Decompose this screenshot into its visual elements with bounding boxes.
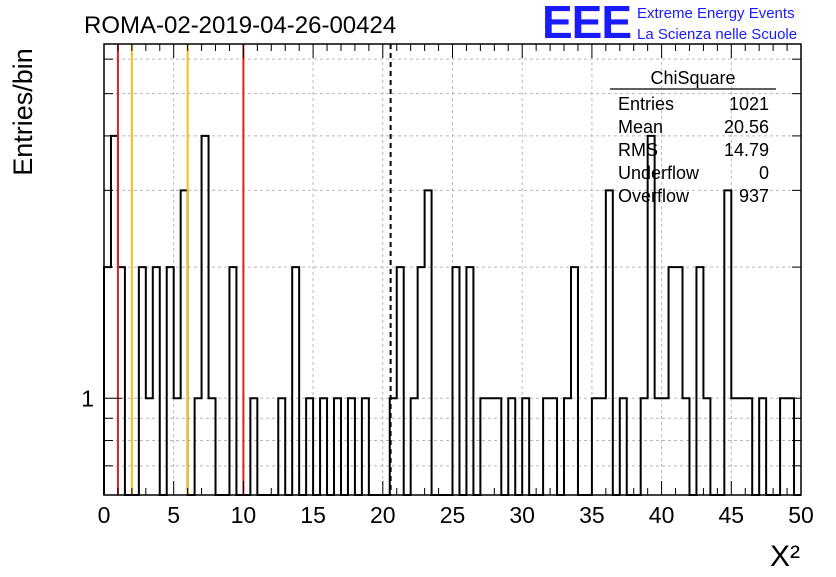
x-tick-labels: 0 5 10 15 20 25 30 35 40 45 50	[98, 502, 814, 528]
x-tick-label: 50	[788, 502, 814, 528]
histogram-bin	[397, 267, 404, 495]
histogram-bin	[543, 398, 550, 495]
reference-lines	[116, 44, 392, 495]
histogram-bin	[334, 398, 341, 495]
histogram-bin	[229, 267, 236, 495]
eee-logo-line2: La Scienza nelle Scuole	[637, 26, 797, 43]
histogram-bin	[571, 267, 578, 495]
histogram-bin	[724, 190, 731, 495]
histogram-bin	[780, 398, 787, 495]
histogram-bin	[669, 267, 676, 495]
histogram-bin	[494, 398, 501, 495]
stats-row-value: 937	[739, 186, 769, 206]
x-tick-label: 40	[649, 502, 675, 528]
histogram-bin	[564, 398, 571, 495]
histogram-bin	[153, 267, 160, 495]
stats-row-label: Overflow	[618, 186, 690, 206]
histogram-bin	[696, 267, 703, 495]
histogram-bin	[592, 398, 599, 495]
stats-box-title: ChiSquare	[650, 68, 735, 88]
histogram-bin	[487, 398, 494, 495]
histogram-bin	[508, 398, 515, 495]
stats-row-label: Entries	[618, 94, 674, 114]
histogram-bin	[167, 267, 174, 495]
histogram-bin	[411, 398, 418, 495]
x-tick-label: 30	[509, 502, 535, 528]
y-axis-label: Entries/bin	[8, 48, 38, 176]
histogram-bin	[550, 398, 557, 495]
histogram-bin	[606, 190, 613, 495]
stats-row-label: RMS	[618, 140, 658, 160]
histogram-bin	[655, 398, 662, 495]
stats-box: ChiSquare Entries 1021 Mean 20.56 RMS 14.79 Un…	[610, 68, 776, 206]
histogram-bin	[292, 267, 299, 495]
histogram-bin	[620, 398, 627, 495]
histogram-bin	[104, 267, 111, 495]
histogram-bin	[453, 267, 460, 495]
x-tick-label: 25	[440, 502, 466, 528]
x-tick-label: 0	[98, 502, 111, 528]
histogram-bin	[250, 398, 257, 495]
chart-title: ROMA-02-2019-04-26-00424	[84, 12, 396, 39]
stats-box-rows: Entries 1021 Mean 20.56 RMS 14.79 Underflow 0 Ov…	[618, 94, 769, 206]
eee-logo-mark: EEE	[542, 0, 631, 48]
histogram-bin	[202, 136, 209, 495]
y-tick-label: 1	[81, 385, 94, 411]
histogram-bin	[278, 398, 285, 495]
histogram-bin	[683, 398, 690, 495]
eee-logo-line1: Extreme Energy Events	[637, 5, 795, 22]
x-tick-label: 5	[167, 502, 180, 528]
axis-ticks	[103, 44, 802, 496]
histogram-bin	[787, 398, 794, 495]
histogram-bin	[118, 267, 125, 495]
histogram-bin	[418, 267, 425, 495]
x-tick-label: 20	[370, 502, 396, 528]
stats-row-value: 20.56	[724, 117, 769, 137]
histogram-bin	[362, 398, 369, 495]
histogram-bin	[466, 267, 473, 495]
histogram-bin	[731, 398, 738, 495]
stats-row-value: 1021	[729, 94, 769, 114]
histogram-bin	[425, 190, 432, 495]
stats-row-label: Mean	[618, 117, 663, 137]
histogram-bin	[348, 398, 355, 495]
x-tick-label: 35	[579, 502, 605, 528]
histogram-bin	[306, 398, 313, 495]
histogram-bin	[759, 398, 766, 495]
histogram-bin	[676, 267, 683, 495]
histogram-bin	[641, 398, 648, 495]
eee-logo: EEE Extreme Energy Events La Scienza nel…	[542, 0, 797, 48]
histogram-bin	[195, 398, 202, 495]
x-axis-label: X²	[770, 540, 800, 572]
stats-row-value: 14.79	[724, 140, 769, 160]
stats-row-label: Underflow	[618, 163, 700, 183]
histogram-bin	[738, 398, 745, 495]
x-tick-label: 15	[300, 502, 326, 528]
histogram-bin	[703, 398, 710, 495]
histogram-bin	[599, 398, 606, 495]
stats-row-value: 0	[759, 163, 769, 183]
histogram-bin	[522, 398, 529, 495]
histogram-bin	[480, 398, 487, 495]
y-tick-labels: 1	[81, 385, 94, 411]
histogram-bin	[662, 398, 669, 495]
histogram-bin	[745, 398, 752, 495]
histogram-bin	[209, 398, 216, 495]
histogram-bin	[174, 398, 181, 495]
histogram-bin	[320, 398, 327, 495]
histogram-bin	[139, 267, 146, 495]
histogram-bin	[111, 136, 118, 495]
x-tick-label: 10	[231, 502, 257, 528]
x-tick-label: 45	[719, 502, 745, 528]
histogram-bin	[146, 398, 153, 495]
histogram-bin	[181, 190, 188, 495]
